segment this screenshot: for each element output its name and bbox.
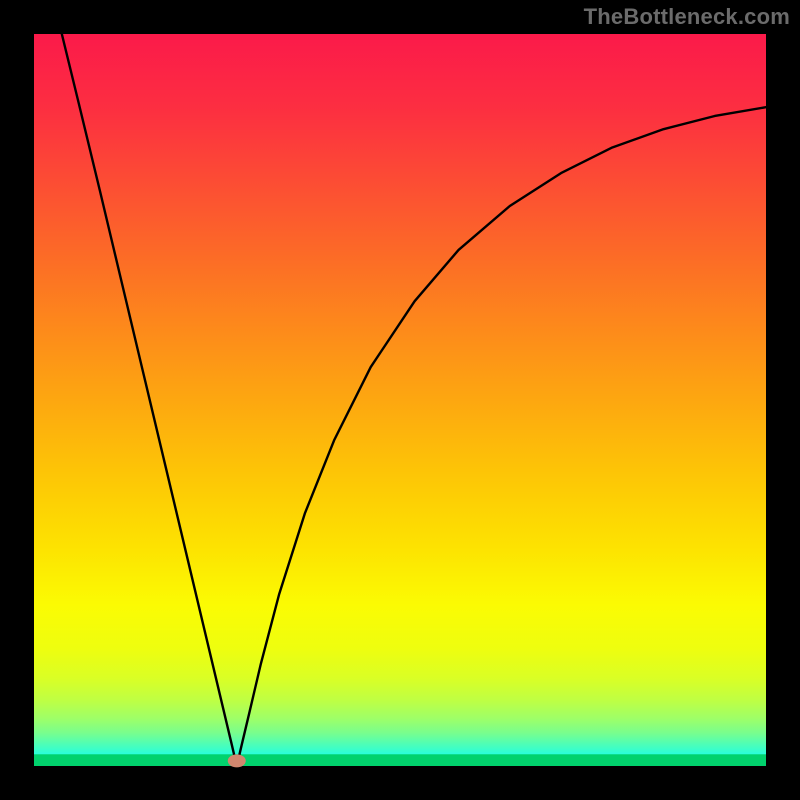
plot-background xyxy=(34,34,766,766)
chart-frame: TheBottleneck.com xyxy=(0,0,800,800)
baseline-strip xyxy=(34,754,766,766)
bottleneck-chart xyxy=(0,0,800,800)
optimum-marker xyxy=(228,754,246,767)
